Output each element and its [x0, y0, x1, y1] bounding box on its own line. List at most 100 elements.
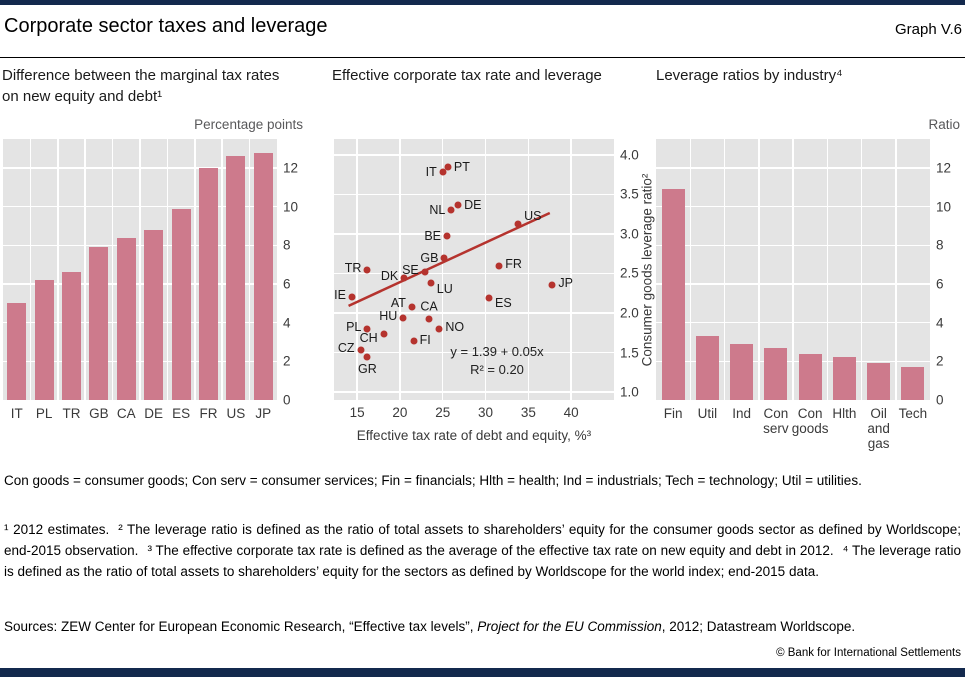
point-label-US: US: [524, 209, 542, 224]
point-JP: [548, 281, 556, 289]
bar-US: [226, 156, 246, 400]
bar-Con-goods: [798, 353, 822, 400]
gridline-col-4: [111, 139, 114, 400]
bar-chart-industry-leverage: [656, 139, 930, 400]
point-label-NO: NO: [445, 319, 465, 334]
ytick-label-3.0: 3.0: [620, 226, 639, 242]
point-label-PT: PT: [453, 160, 470, 175]
x-axis-ticks-middle-panel: 15 20 25 30 35 40: [334, 406, 614, 424]
gridline-col-6: [860, 139, 863, 400]
bottom-border-bar: [0, 668, 965, 677]
footnote-3: ³ The effective corporate tax rate is de…: [147, 543, 834, 558]
gridline-x-25: [441, 139, 444, 400]
category-label-Ind: Ind: [732, 406, 752, 421]
point-FI: [410, 337, 418, 345]
ytick-label-4.0: 4.0: [620, 147, 639, 163]
y-axis-ticks-middle-panel: 1.0 1.5 2.0 2.5 3.0 3.5 4.0: [620, 139, 648, 400]
point-label-HU: HU: [379, 308, 398, 323]
point-FR: [495, 262, 503, 270]
gridline-col-9: [248, 139, 251, 400]
bar-Con-serv: [764, 347, 788, 400]
bar-Util: [695, 336, 719, 400]
ytick-label-10: 10: [283, 198, 299, 214]
panel-title-right: Leverage ratios by industry⁴: [656, 67, 843, 84]
point-label-CH: CH: [359, 331, 378, 346]
header-divider: [0, 57, 965, 58]
gridline-col-1: [29, 139, 32, 400]
y-axis-ticks-left-panel: 0 2 4 6 8 10 12: [283, 139, 309, 406]
gridline-col-2: [57, 139, 59, 400]
xtick-label-25: 25: [435, 405, 451, 420]
gridline-col-3: [758, 139, 760, 400]
point-SE: [421, 268, 429, 276]
point-TR: [363, 266, 371, 274]
point-label-BE: BE: [424, 229, 442, 244]
point-label-DE: DE: [464, 197, 482, 212]
gridline-col-7: [895, 139, 897, 400]
y-axis-ticks-right-panel: 0 2 4 6 8 10 12: [936, 139, 962, 406]
ytick-label-4: 4: [283, 314, 291, 330]
gridline-x-15: [356, 139, 358, 400]
point-label-PL: PL: [346, 319, 362, 334]
gridline-col-5: [139, 139, 141, 400]
gridline-col-1: [689, 139, 691, 400]
bar-Ind: [730, 343, 754, 400]
ytick-label-2.0: 2.0: [620, 305, 639, 321]
sources-part-2: Project for the EU Commission: [477, 619, 662, 634]
sources-part-3: , 2012; Datastream Worldscope.: [661, 619, 856, 634]
gridline-y-1.5: [334, 351, 614, 354]
point-CZ: [357, 346, 365, 354]
category-label-US: US: [226, 406, 246, 421]
ytick-label-2: 2: [283, 353, 291, 369]
figure-title: Corporate sector taxes and leverage: [4, 15, 328, 37]
point-label-GB: GB: [420, 250, 439, 265]
gridline-col-8: [221, 139, 223, 400]
bar-DE: [144, 229, 164, 400]
graph-number: Graph V.6: [895, 21, 962, 38]
gridline-x-30: [484, 139, 487, 400]
ytick-label-4: 4: [936, 314, 944, 330]
point-label-FI: FI: [419, 333, 431, 348]
point-label-IE: IE: [334, 287, 346, 302]
panel-title-left: Difference between the marginal tax rate…: [2, 67, 280, 105]
ytick-label-2: 2: [936, 353, 944, 369]
xtick-label-35: 35: [520, 405, 536, 420]
point-CA: [425, 315, 433, 323]
regression-r-squared: R² = 0.20: [470, 362, 524, 377]
gridline-col-6: [166, 139, 169, 400]
point-label-SE: SE: [402, 262, 419, 277]
gridline-y-2: [334, 312, 614, 314]
point-label-NL: NL: [429, 202, 446, 217]
point-CH: [380, 330, 388, 338]
bar-Hlth: [832, 357, 856, 400]
point-US: [514, 220, 522, 228]
y-axis-title: Consumer goods leverage ratio²: [639, 139, 655, 400]
point-label-FR: FR: [505, 256, 522, 271]
xtick-label-40: 40: [563, 405, 579, 420]
point-ES: [485, 294, 493, 302]
gridline-x-35: [527, 139, 530, 400]
category-label-Hlth: Hlth: [832, 406, 857, 421]
ytick-label-0: 0: [936, 392, 944, 408]
gridline-y-4: [334, 154, 614, 156]
gridline-y-1: [334, 391, 614, 393]
point-label-LU: LU: [436, 281, 453, 296]
ytick-label-2.5: 2.5: [620, 265, 639, 281]
axis-unit-percentage-points: Percentage points: [194, 117, 303, 132]
category-label-Fin: Fin: [663, 406, 683, 421]
bar-Tech: [901, 367, 925, 400]
point-label-TR: TR: [344, 261, 362, 276]
xtick-label-15: 15: [349, 405, 365, 420]
gridline-x-40: [570, 139, 572, 400]
point-PL: [363, 325, 371, 333]
gridline-col-4: [792, 139, 794, 400]
point-label-CA: CA: [420, 299, 438, 314]
x-axis-category-labels-right-panel: Fin Util Ind Con serv Con goods Hlth Oil and g…: [656, 406, 930, 456]
point-label-JP: JP: [558, 275, 573, 290]
gridline-col-3: [84, 139, 86, 400]
point-NO: [435, 325, 443, 333]
category-label-Con-serv: Con serv: [763, 406, 789, 436]
category-label-TR: TR: [62, 406, 81, 421]
bar-TR: [62, 272, 81, 400]
point-DK: [400, 274, 408, 282]
